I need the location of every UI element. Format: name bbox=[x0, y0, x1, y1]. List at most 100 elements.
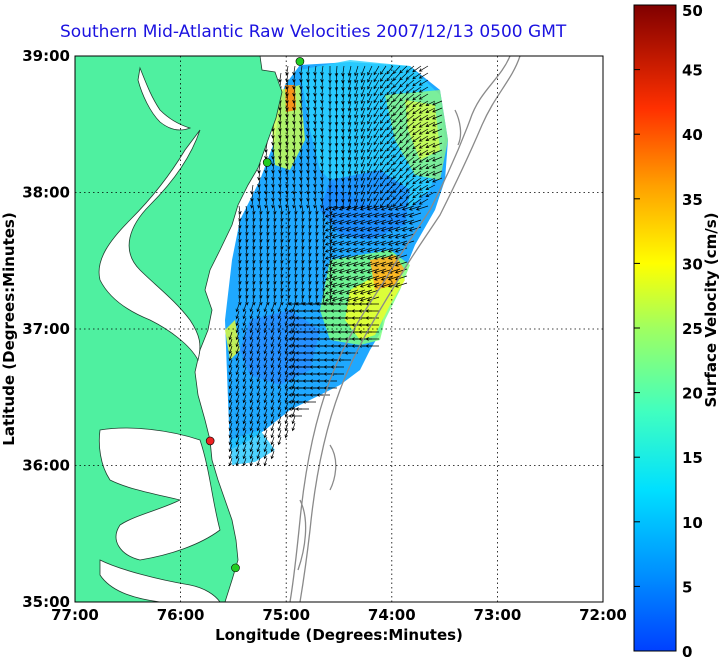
velocity-arrow bbox=[273, 282, 277, 292]
velocity-arrow bbox=[418, 79, 429, 86]
velocity-arrow bbox=[242, 408, 247, 418]
velocity-arrow bbox=[405, 163, 415, 171]
velocity-arrow bbox=[245, 282, 249, 292]
velocity-arrow bbox=[270, 303, 275, 313]
velocity-arrow bbox=[418, 170, 429, 177]
velocity-arrow bbox=[256, 408, 261, 418]
velocity-arrow bbox=[387, 247, 401, 253]
velocity-arrow bbox=[405, 121, 415, 129]
velocity-arrow bbox=[405, 170, 415, 178]
velocity-arrow bbox=[315, 212, 319, 222]
velocity-arrow bbox=[263, 352, 268, 362]
velocity-arrow bbox=[256, 359, 261, 369]
velocity-arrow bbox=[263, 345, 268, 355]
velocity-arrow bbox=[432, 100, 443, 106]
velocity-arrow bbox=[324, 268, 338, 274]
velocity-arrow bbox=[249, 338, 254, 348]
velocity-arrow bbox=[425, 156, 436, 162]
velocity-arrow bbox=[270, 345, 275, 355]
velocity-arrow bbox=[345, 226, 359, 232]
velocity-arrow bbox=[263, 331, 268, 341]
velocity-arrow bbox=[367, 156, 373, 167]
velocity-arrow bbox=[345, 282, 359, 288]
velocity-arrow bbox=[365, 337, 379, 341]
velocity-arrow bbox=[329, 212, 333, 222]
velocity-arrow bbox=[329, 289, 333, 299]
velocity-arrow bbox=[249, 352, 254, 362]
velocity-arrow bbox=[284, 345, 289, 355]
velocity-arrow bbox=[392, 198, 401, 207]
velocity-arrow bbox=[235, 345, 240, 355]
velocity-arrow bbox=[249, 450, 254, 460]
velocity-arrow bbox=[259, 296, 263, 306]
velocity-arrow bbox=[366, 212, 380, 218]
velocity-arrow bbox=[392, 163, 401, 172]
velocity-arrow bbox=[347, 72, 352, 84]
velocity-arrow bbox=[263, 429, 268, 439]
velocity-arrow bbox=[425, 163, 436, 169]
velocity-arrow bbox=[418, 107, 429, 114]
velocity-arrow bbox=[277, 331, 282, 341]
velocity-arrow bbox=[392, 72, 401, 81]
velocity-arrow bbox=[277, 359, 282, 369]
velocity-arrow bbox=[380, 93, 387, 103]
velocity-arrow bbox=[277, 387, 282, 397]
velocity-arrow bbox=[270, 310, 275, 320]
velocity-arrow bbox=[334, 191, 339, 203]
velocity-vectors bbox=[228, 65, 443, 467]
velocity-arrow bbox=[392, 184, 401, 193]
velocity-arrow bbox=[347, 107, 352, 119]
velocity-arrow bbox=[228, 359, 233, 369]
velocity-arrow bbox=[354, 79, 359, 91]
velocity-arrow bbox=[360, 135, 366, 147]
velocity-arrow bbox=[331, 240, 345, 246]
velocity-arrow bbox=[354, 142, 359, 154]
velocity-arrow bbox=[270, 331, 275, 341]
velocity-arrow bbox=[242, 373, 247, 383]
velocity-arrow bbox=[367, 65, 373, 76]
velocity-arrow bbox=[301, 247, 305, 257]
velocity-arrow bbox=[352, 226, 366, 232]
velocity-arrow bbox=[425, 121, 436, 127]
velocity-arrow bbox=[432, 142, 443, 148]
velocity-arrow bbox=[302, 400, 316, 404]
velocity-arrow bbox=[256, 457, 261, 467]
velocity-arrow bbox=[405, 107, 415, 115]
velocity-arrow bbox=[352, 275, 366, 281]
velocity-arrow bbox=[277, 303, 282, 313]
velocity-arrow bbox=[242, 450, 247, 460]
velocity-arrow bbox=[324, 219, 338, 225]
velocity-arrow bbox=[242, 310, 247, 320]
velocity-arrow bbox=[242, 387, 247, 397]
velocity-arrow bbox=[291, 408, 296, 418]
velocity-arrow bbox=[249, 366, 254, 376]
velocity-arrow bbox=[256, 422, 261, 432]
velocity-arrow bbox=[315, 275, 319, 285]
velocity-arrow bbox=[280, 233, 284, 243]
velocity-arrow bbox=[287, 247, 291, 257]
velocity-arrow bbox=[228, 387, 233, 397]
velocity-arrow bbox=[228, 373, 233, 383]
velocity-arrow bbox=[270, 401, 275, 411]
velocity-arrow bbox=[238, 275, 242, 285]
colorbar-tick-label: 0 bbox=[682, 643, 692, 659]
velocity-arrow bbox=[270, 408, 275, 418]
velocity-arrow bbox=[235, 422, 240, 432]
velocity-arrow bbox=[334, 86, 339, 98]
velocity-arrow bbox=[256, 401, 261, 411]
velocity-arrow bbox=[238, 212, 242, 222]
velocity-arrow bbox=[280, 240, 284, 250]
velocity-arrow bbox=[322, 275, 326, 285]
velocity-arrow bbox=[315, 205, 319, 215]
velocity-arrow bbox=[301, 289, 305, 299]
velocity-arrow bbox=[263, 415, 268, 425]
velocity-arrow bbox=[235, 401, 240, 411]
velocity-arrow bbox=[401, 219, 415, 225]
velocity-arrow bbox=[386, 107, 394, 117]
velocity-arrow bbox=[252, 268, 256, 278]
colorbar-tick-label: 40 bbox=[682, 126, 703, 144]
velocity-arrow bbox=[418, 149, 429, 156]
velocity-arrow bbox=[235, 310, 240, 320]
velocity-arrow bbox=[308, 261, 312, 271]
velocity-arrow bbox=[352, 212, 366, 218]
